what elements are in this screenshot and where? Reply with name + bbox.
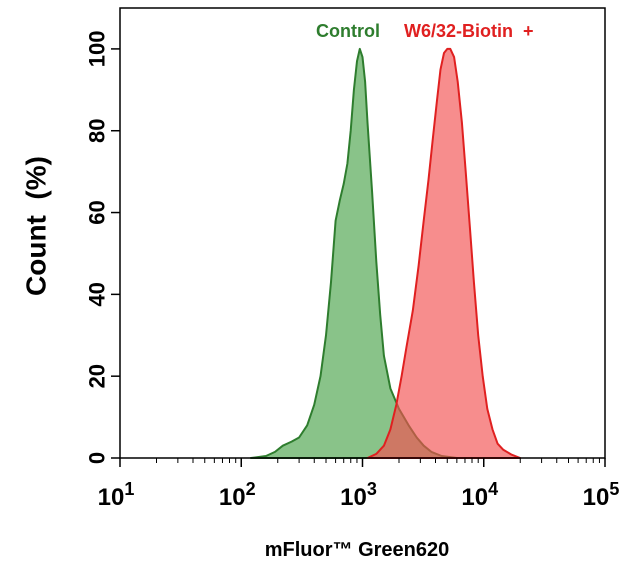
x-tick-label-0: 101 [98, 479, 135, 511]
series-layer [249, 47, 522, 459]
x-tick-label-2: 103 [340, 479, 377, 511]
x-tick-label-4: 105 [583, 479, 620, 511]
axis-ticks: 0 20 40 60 80 100 101 102 103 104 105 [85, 31, 620, 511]
y-tick-label-2: 40 [85, 282, 110, 306]
y-axis-title: Count (%) [21, 156, 52, 296]
series-area-1 [366, 47, 522, 459]
y-tick-label-0: 0 [85, 452, 110, 464]
legend-w6-32-biotin: W6/32-Biotin + [404, 21, 534, 41]
y-tick-label-4: 80 [85, 118, 110, 142]
y-tick-label-1: 20 [85, 364, 110, 388]
y-tick-label-5: 100 [85, 31, 110, 68]
x-tick-label-3: 104 [461, 479, 498, 511]
legend: Control W6/32-Biotin + [316, 21, 534, 41]
y-tick-label-3: 60 [85, 200, 110, 224]
legend-control: Control [316, 21, 380, 41]
x-tick-label-1: 102 [219, 479, 256, 511]
x-axis-title: mFluor™ Green620 [265, 539, 450, 561]
